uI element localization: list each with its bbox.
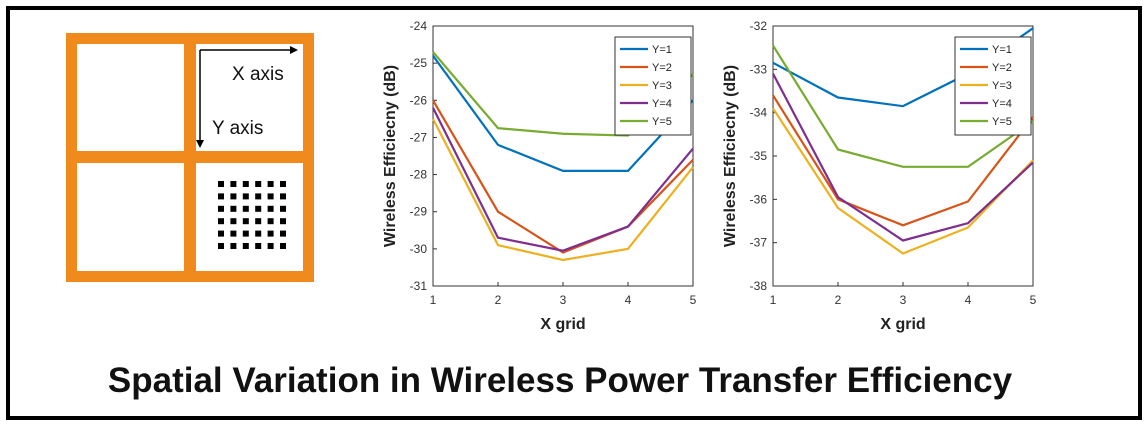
y-tick-label: -31 [410, 279, 428, 293]
sensor-dot [230, 243, 236, 249]
y-axis-label: Wireless Efficiecny (dB) [722, 65, 739, 247]
sensor-dot [268, 181, 274, 187]
sensor-dot [280, 231, 286, 237]
sensor-dot [243, 231, 249, 237]
legend-label: Y=2 [652, 62, 672, 74]
y-axis-label: Y axis [212, 118, 263, 139]
legend-label: Y=4 [652, 98, 672, 110]
legend-label: Y=1 [992, 44, 1012, 56]
sensor-dot [255, 218, 261, 224]
sensor-dot [243, 206, 249, 212]
sensor-dot [268, 193, 274, 199]
legend-label: Y=4 [992, 98, 1012, 110]
sensor-dot [218, 206, 224, 212]
sensor-dot [230, 218, 236, 224]
x-tick-label: 1 [770, 293, 777, 307]
figure: X axis Y axis Spatial Variation in Wirel… [0, 0, 1148, 425]
y-tick-label: -25 [410, 56, 428, 70]
sensor-dot [230, 206, 236, 212]
sensor-dot [218, 243, 224, 249]
y-tick-label: -30 [410, 242, 428, 256]
sensor-dot [255, 181, 261, 187]
x-tick-label: 2 [835, 293, 842, 307]
y-tick-label: -29 [410, 205, 428, 219]
sensor-dot [255, 206, 261, 212]
sensor-dot [230, 181, 236, 187]
sensor-dot [230, 193, 236, 199]
sensor-dot [268, 231, 274, 237]
sensor-dot [280, 193, 286, 199]
sensor-dot [280, 243, 286, 249]
x-tick-label: 3 [900, 293, 907, 307]
y-tick-label: -26 [410, 93, 428, 107]
x-tick-label: 4 [965, 293, 972, 307]
sensor-dot [280, 181, 286, 187]
sensor-dot [243, 181, 249, 187]
sensor-dot [280, 218, 286, 224]
sensor-dot [230, 231, 236, 237]
y-tick-label: -33 [750, 62, 768, 76]
y-tick-label: -36 [750, 192, 768, 206]
y-tick-label: -24 [410, 19, 428, 33]
sensor-dot [243, 218, 249, 224]
legend-label: Y=3 [652, 80, 672, 92]
y-tick-label: -35 [750, 149, 768, 163]
y-tick-label: -27 [410, 130, 428, 144]
sensor-dot [243, 193, 249, 199]
y-axis-label: Wireless Efficiecny (dB) [382, 65, 399, 247]
legend-label: Y=5 [652, 116, 672, 128]
room-cell [196, 163, 303, 271]
sensor-dot [280, 206, 286, 212]
x-tick-label: 5 [1030, 293, 1037, 307]
sensor-dot [255, 243, 261, 249]
sensor-dot [218, 193, 224, 199]
legend-label: Y=2 [992, 62, 1012, 74]
x-tick-label: 2 [495, 293, 502, 307]
y-tick-label: -38 [750, 279, 768, 293]
legend-label: Y=3 [992, 80, 1012, 92]
sensor-dot [218, 181, 224, 187]
x-axis-label: X grid [880, 316, 925, 333]
x-tick-label: 5 [690, 293, 697, 307]
y-tick-label: -32 [750, 19, 768, 33]
room-cell [77, 163, 184, 271]
x-tick-label: 4 [625, 293, 632, 307]
x-axis-label: X grid [540, 316, 585, 333]
sensor-dot [243, 243, 249, 249]
room-cell [77, 44, 184, 151]
x-tick-label: 3 [560, 293, 567, 307]
sensor-dot [268, 218, 274, 224]
sensor-dot [255, 193, 261, 199]
sensor-dot [268, 206, 274, 212]
room-diagram: X axis Y axis [66, 33, 314, 282]
y-tick-label: -28 [410, 168, 428, 182]
sensor-dot [268, 243, 274, 249]
sensor-dot [255, 231, 261, 237]
legend-label: Y=1 [652, 44, 672, 56]
y-tick-label: -37 [750, 236, 768, 250]
x-axis-label: X axis [232, 64, 284, 85]
y-tick-label: -34 [750, 106, 768, 120]
legend-label: Y=5 [992, 116, 1012, 128]
sensor-dot [218, 218, 224, 224]
caption: Spatial Variation in Wireless Power Tran… [108, 361, 1013, 400]
sensor-dot [218, 231, 224, 237]
x-tick-label: 1 [430, 293, 437, 307]
